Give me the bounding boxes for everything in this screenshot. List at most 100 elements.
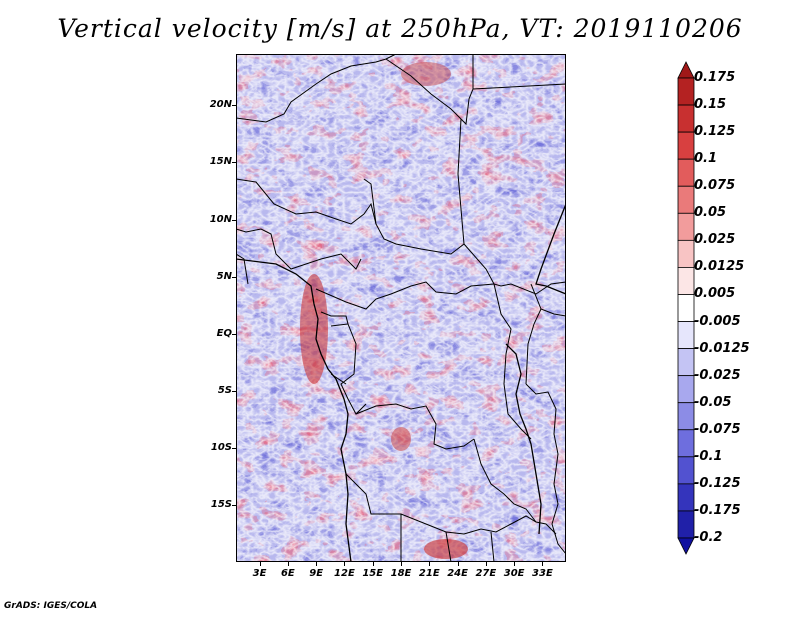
- velocity-field-map: [236, 54, 566, 562]
- colorbar-label: 0.005: [694, 286, 736, 302]
- colorbar-label: -0.1: [694, 448, 723, 464]
- hotspot-angola: [391, 427, 411, 451]
- colorbar-swatch: [677, 212, 695, 241]
- lon-tick: [259, 562, 261, 566]
- colorbar-label: 0.175: [694, 70, 736, 85]
- hotspot-south: [424, 539, 468, 559]
- lon-tick: [514, 562, 516, 566]
- colorbar-swatch: [677, 348, 695, 377]
- colorbar-label: -0.175: [694, 502, 741, 518]
- country-borders: [236, 54, 566, 562]
- border-east-drc: [493, 283, 532, 440]
- border-namibia-botswana: [345, 473, 557, 535]
- border-nigeria-south: [236, 228, 362, 270]
- colorbar-swatch: [677, 185, 695, 214]
- lon-tick: [542, 562, 544, 566]
- lat-label-15n: 15N: [209, 156, 232, 168]
- colorbar-swatch: [677, 239, 695, 268]
- colorbar-swatch: [677, 104, 695, 133]
- colorbar-swatch: [677, 294, 695, 322]
- colorbar-swatch: [677, 429, 695, 458]
- border-botswana: [445, 531, 452, 562]
- colorbar: [666, 60, 712, 560]
- colorbar-label: -0.2: [694, 530, 723, 545]
- colorbar-swatch: [677, 483, 695, 512]
- lat-tick: [232, 276, 236, 278]
- colorbar-label: 0.1: [694, 151, 718, 167]
- map-plot-area: [236, 54, 566, 562]
- lon-label-30e: 30E: [503, 568, 525, 579]
- lon-label-18e: 18E: [390, 568, 412, 579]
- lat-label-5n: 5N: [216, 270, 232, 282]
- colorbar-swatch: [677, 77, 695, 106]
- lat-tick: [232, 447, 236, 449]
- colorbar-swatch: [677, 402, 695, 431]
- border-sudan: [463, 243, 566, 295]
- lat-tick: [232, 162, 236, 164]
- lat-tick: [232, 333, 236, 335]
- lon-label-15e: 15E: [362, 568, 384, 579]
- colorbar-swatches: [677, 61, 695, 555]
- colorbar-label: -0.075: [694, 421, 741, 437]
- colorbar-label: 0.125: [694, 124, 736, 140]
- map-frame: [236, 54, 566, 562]
- colorbar-swatch: [677, 131, 695, 160]
- lon-tick: [457, 562, 459, 566]
- lon-tick: [287, 562, 289, 566]
- border-car: [315, 281, 495, 310]
- colorbar-label: 0.05: [694, 205, 727, 221]
- colorbar-label: -0.0125: [694, 340, 750, 356]
- strong-updraft-areas: [300, 62, 468, 559]
- border-niger-nigeria: [236, 178, 377, 225]
- lon-label-3e: 3E: [252, 568, 267, 579]
- colorbar-label: 0.15: [694, 97, 727, 113]
- border-egypt: [472, 83, 566, 90]
- lon-tick: [429, 562, 431, 566]
- lat-label-5s: 5S: [217, 384, 232, 396]
- coastline: [236, 203, 566, 562]
- colorbar-swatch: [677, 158, 695, 187]
- colorbar-label: 0.075: [694, 178, 736, 194]
- colorbar-label: -0.125: [694, 475, 741, 491]
- colorbar-label: -0.005: [694, 313, 741, 329]
- border-east-coast: [525, 383, 566, 555]
- lon-label-9e: 9E: [309, 568, 324, 579]
- lon-tick: [344, 562, 346, 566]
- lat-label-10s: 10S: [210, 441, 232, 453]
- lon-label-21e: 21E: [418, 568, 440, 579]
- lon-label-24e: 24E: [447, 568, 468, 579]
- rift-lakes: [505, 343, 542, 535]
- colorbar-label: 0.025: [694, 232, 736, 248]
- border-eqguinea: [320, 311, 349, 327]
- lat-label-20n: 20N: [209, 99, 232, 111]
- colorbar-top-arrow: [677, 61, 695, 79]
- colorbar-label: -0.05: [694, 394, 732, 410]
- chart-title: Vertical velocity [m/s] at 250hPa, VT: 2…: [57, 14, 743, 43]
- lat-tick: [232, 105, 236, 107]
- lat-label-15s: 15S: [210, 498, 232, 510]
- lat-label-10n: 10N: [209, 213, 232, 225]
- lon-tick: [401, 562, 402, 566]
- colorbar-swatch: [677, 321, 695, 349]
- colorbar-swatch: [677, 456, 695, 485]
- border-ethiopia: [530, 283, 566, 317]
- border-zimbabwe: [490, 531, 495, 562]
- hotspot-gabon: [300, 274, 328, 384]
- lon-label-27e: 27E: [475, 568, 497, 579]
- field-texture-fine: [236, 54, 566, 562]
- colorbar-swatch: [677, 375, 695, 404]
- lon-label-6e: 6E: [280, 568, 295, 579]
- grads-credit: GrADS: IGES/COLA: [4, 601, 98, 611]
- lat-tick: [232, 390, 236, 392]
- lon-tick: [316, 562, 318, 566]
- border-chad: [363, 118, 465, 255]
- border-zambia: [473, 438, 537, 523]
- border-drc-angola: [355, 403, 475, 450]
- border-west: [236, 253, 249, 285]
- lon-tick: [372, 562, 374, 566]
- border-lake-victoria: [525, 308, 542, 385]
- colorbar-bottom-arrow: [677, 537, 695, 555]
- colorbar-swatch: [677, 510, 695, 539]
- border-north-a: [236, 54, 397, 123]
- lat-tick: [232, 219, 236, 221]
